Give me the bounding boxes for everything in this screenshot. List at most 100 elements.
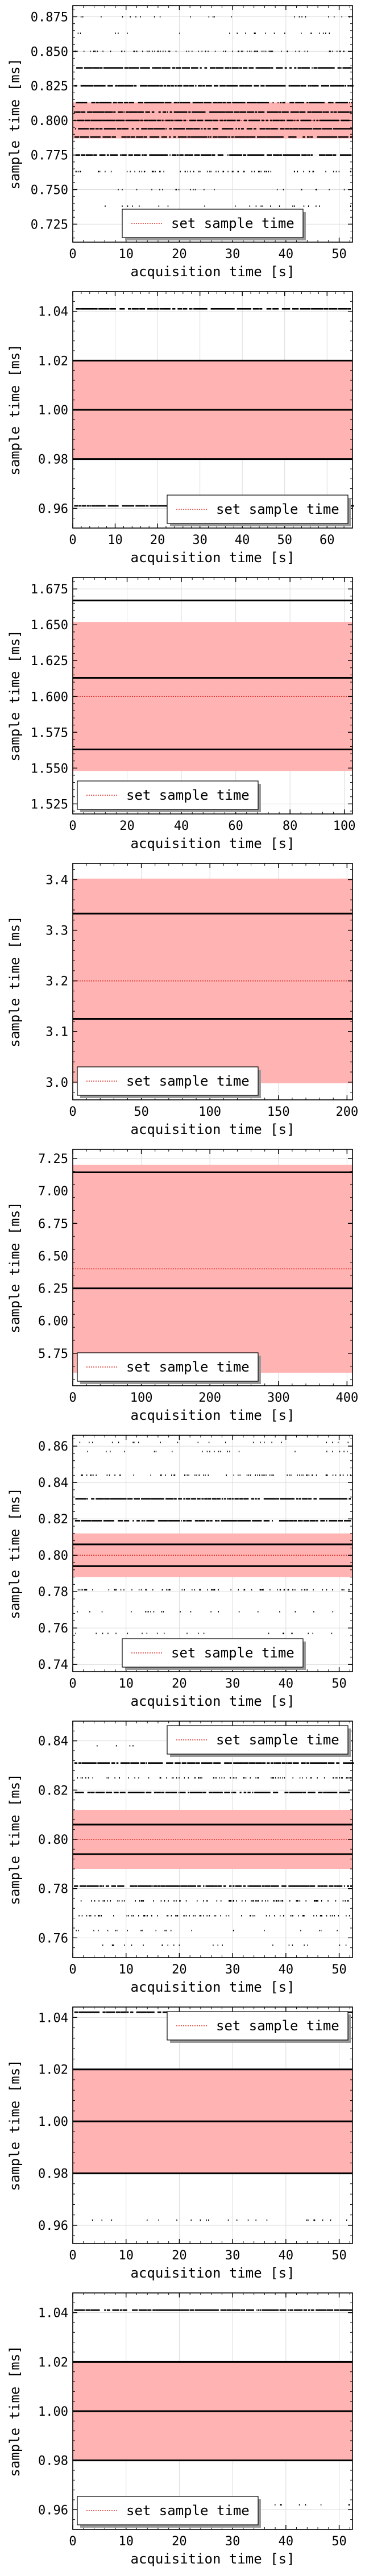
y-axis-label: sample time [ms] <box>7 2059 23 2191</box>
legend-label: set sample time <box>216 1732 339 1748</box>
x-tick-label: 0 <box>69 247 76 261</box>
y-tick-label: 6.75 <box>38 1217 68 1231</box>
y-axis-label: sample time [ms] <box>7 1773 23 1905</box>
y-tick-label: 1.02 <box>38 2063 68 2078</box>
y-tick-label: 1.02 <box>38 2355 68 2370</box>
x-tick-label: 100 <box>333 819 356 833</box>
sample-time-chart-9: 0 10 20 30 40 50 0.96 0.98 1.00 1.02 1.04 acquisiti… <box>0 2287 365 2573</box>
y-tick-label: 0.875 <box>31 10 68 24</box>
x-tick-label: 20 <box>172 1963 187 1977</box>
y-tick-label: 0.775 <box>31 149 68 163</box>
y-tick-label: 3.4 <box>45 874 68 888</box>
y-tick-label: 0.84 <box>38 1735 68 1749</box>
x-tick-label: 0 <box>69 533 76 547</box>
sample-time-chart-2: 0 10 20 30 40 50 60 0.96 0.98 1.00 1.02 1.04 acquisi… <box>0 286 365 572</box>
y-tick-label: 0.725 <box>31 218 68 232</box>
x-tick-label: 0 <box>69 2535 76 2549</box>
x-tick-label: 50 <box>331 247 347 261</box>
y-tick-label: 0.86 <box>38 1440 68 1454</box>
legend: set sample time <box>122 1638 306 1670</box>
legend-label: set sample time <box>171 1645 295 1661</box>
sample-time-chart-4: 0 50 100 150 200 3.0 3.1 3.2 3.3 3.4 acquisition t… <box>0 858 365 1144</box>
x-tick-label: 10 <box>118 1677 134 1691</box>
x-tick-label: 100 <box>198 1105 221 1119</box>
x-axis-label: acquisition time [s] <box>131 550 295 566</box>
ticks <box>72 863 352 1100</box>
x-axis-label: acquisition time [s] <box>131 1121 295 1137</box>
y-tick-label: 1.00 <box>38 404 68 418</box>
legend: set sample time <box>77 2496 261 2528</box>
x-tick-label: 30 <box>192 533 208 547</box>
x-tick-label: 20 <box>172 1677 187 1691</box>
x-tick-label: 60 <box>320 533 335 547</box>
x-tick-label: 20 <box>172 247 187 261</box>
ticks <box>72 2006 352 2243</box>
axes-frame <box>72 2006 353 2244</box>
x-tick-label: 40 <box>279 2249 294 2263</box>
x-tick-label: 400 <box>335 1391 358 1405</box>
x-tick-label: 40 <box>279 247 294 261</box>
x-tick-label: 50 <box>331 2249 347 2263</box>
chart-svg: 0 10 20 30 40 50 0.76 0.78 0.80 0.82 0.84 acquisiti… <box>7 1721 354 1995</box>
x-tick-label: 50 <box>134 1105 149 1119</box>
legend-label: set sample time <box>126 1073 250 1089</box>
y-tick-label: 1.04 <box>38 2011 68 2025</box>
y-tick-label: 0.96 <box>38 2503 68 2517</box>
x-tick-label: 50 <box>331 1677 347 1691</box>
y-tick-label: 3.1 <box>45 1025 68 1040</box>
legend-box <box>122 209 304 238</box>
axes-frame <box>72 5 353 243</box>
y-tick-label: 3.3 <box>45 924 68 938</box>
legend: set sample time <box>167 495 351 526</box>
x-tick-label: 10 <box>118 2249 134 2263</box>
y-axis-label: sample time [ms] <box>7 1488 23 1619</box>
x-tick-label: 40 <box>279 1677 294 1691</box>
y-tick-label: 1.04 <box>38 2307 68 2321</box>
y-tick-label: 1.675 <box>31 583 68 597</box>
legend-label: set sample time <box>171 215 295 231</box>
legend-box <box>167 495 349 524</box>
legend-label: set sample time <box>216 501 339 517</box>
chart-svg: 0 100 200 300 400 5.75 6.25 6.75 7.25 6.00 6.50 7.0… <box>7 1149 358 1423</box>
y-tick-label: 1.00 <box>38 2405 68 2419</box>
y-tick-label: 5.75 <box>38 1347 68 1361</box>
x-tick-label: 0 <box>69 1677 76 1691</box>
y-tick-label: 0.76 <box>38 1931 68 1946</box>
legend: set sample time <box>122 209 306 240</box>
y-tick-label: 1.550 <box>31 762 68 776</box>
x-tick-label: 30 <box>225 1677 240 1691</box>
y-tick-label: 0.96 <box>38 502 68 516</box>
y-tick-label: 6.25 <box>38 1282 68 1297</box>
y-tick-label: 0.850 <box>31 45 68 59</box>
legend: set sample time <box>77 780 261 812</box>
x-tick-label: 50 <box>331 2535 347 2549</box>
ticks <box>72 1721 352 1958</box>
legend: set sample time <box>167 2011 351 2043</box>
sample-points <box>73 1171 352 1290</box>
y-tick-label: 0.74 <box>38 1658 68 1672</box>
y-tick-label: 1.600 <box>31 690 68 704</box>
legend-label: set sample time <box>126 2503 250 2519</box>
legend-label: set sample time <box>216 2018 339 2034</box>
y-tick-label: 0.80 <box>38 1549 68 1563</box>
x-tick-label: 200 <box>335 1105 358 1119</box>
x-axis-label: acquisition time [s] <box>131 1693 295 1709</box>
y-tick-label: 0.98 <box>38 453 68 467</box>
legend: set sample time <box>77 1352 261 1384</box>
x-tick-label: 10 <box>118 2535 134 2549</box>
chart-svg: 0 10 20 30 40 50 60 0.96 0.98 1.00 1.02 1.04 acquisi… <box>7 291 354 566</box>
chart-svg: 0 10 20 30 40 50 0.74 0.76 0.78 0.80 0.82 0.84 0.86 a… <box>7 1435 353 1709</box>
y-tick-label: 0.800 <box>31 114 68 128</box>
x-tick-label: 60 <box>228 819 243 833</box>
y-tick-label: 6.00 <box>38 1315 68 1329</box>
x-tick-label: 80 <box>283 819 298 833</box>
y-tick-label: 0.76 <box>38 1622 68 1636</box>
y-axis-label: sample time [ms] <box>7 630 23 761</box>
chart-svg: 0 50 100 150 200 3.0 3.1 3.2 3.3 3.4 acquisition t… <box>7 863 358 1137</box>
y-tick-label: 3.0 <box>45 1076 68 1090</box>
y-tick-label: 1.525 <box>31 797 68 812</box>
y-tick-label: 0.78 <box>38 1585 68 1599</box>
axes-frame <box>72 1149 353 1386</box>
y-tick-label: 0.98 <box>38 2454 68 2469</box>
